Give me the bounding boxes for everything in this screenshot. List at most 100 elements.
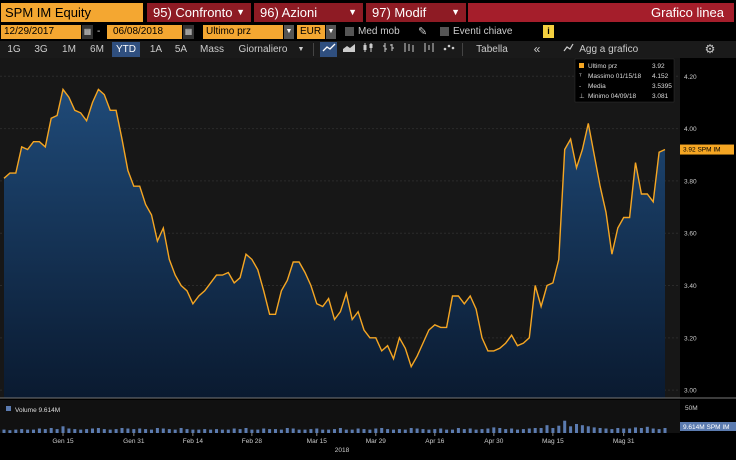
volume-bar bbox=[480, 429, 484, 433]
volume-bar bbox=[185, 429, 189, 433]
last-price-label: 3.92 SPM IM bbox=[683, 147, 721, 154]
volume-bar bbox=[545, 425, 549, 433]
volume-bar bbox=[150, 429, 153, 433]
volume-bar bbox=[303, 429, 307, 433]
chart-area: 4.20 4.00 3.80 3.60 3.40 3.20 3.00 Ultimo prz … bbox=[0, 58, 736, 455]
volume-bar bbox=[238, 429, 242, 433]
volume-bar bbox=[26, 429, 30, 433]
volume-bar bbox=[197, 429, 201, 433]
actions-label: 96) Azioni bbox=[260, 5, 318, 20]
volume-bar bbox=[610, 429, 614, 433]
legend-value-mean: 3.5395 bbox=[652, 83, 672, 90]
volume-bar bbox=[451, 429, 454, 433]
volume-bar bbox=[374, 428, 378, 433]
chevron-down-icon[interactable]: ▼ bbox=[284, 25, 294, 39]
volume-bar bbox=[138, 428, 142, 433]
moving-average-label: Med mob bbox=[358, 26, 400, 37]
price-line bbox=[3, 87, 666, 369]
volume-bar bbox=[91, 428, 94, 433]
calendar-icon[interactable]: ▦ bbox=[183, 25, 194, 39]
add-to-chart-label: Agg a grafico bbox=[579, 44, 639, 55]
gear-icon[interactable]: ⚙ bbox=[704, 42, 716, 56]
chevron-down-icon: ▼ bbox=[236, 7, 245, 17]
volume-bar bbox=[433, 429, 437, 433]
chevron-down-icon[interactable]: ▼ bbox=[297, 46, 305, 53]
currency-select[interactable]: EUR bbox=[297, 25, 325, 39]
x-tick-label: Gen 15 bbox=[52, 438, 74, 445]
volume-bar bbox=[279, 429, 283, 433]
compare-button[interactable]: 95) Confronto ▼ bbox=[147, 3, 251, 22]
end-date-input[interactable]: 06/08/2018 bbox=[107, 25, 182, 39]
volume-bar bbox=[498, 428, 502, 433]
volume-bar bbox=[85, 429, 89, 433]
volume-bar bbox=[49, 428, 53, 433]
volume-bar bbox=[220, 429, 224, 433]
range-max-tab[interactable]: Mass bbox=[200, 44, 224, 55]
volume-bar bbox=[155, 428, 159, 433]
field-select[interactable]: Ultimo prz bbox=[203, 25, 283, 39]
volume-bar bbox=[445, 429, 449, 433]
ticker-field[interactable]: SPM IM Equity bbox=[1, 3, 143, 22]
volume-bar bbox=[215, 429, 218, 433]
dots-chart-icon[interactable] bbox=[440, 42, 457, 57]
volume-bar bbox=[102, 429, 106, 433]
candle-chart-icon[interactable] bbox=[360, 42, 377, 57]
pencil-icon[interactable]: ✎ bbox=[418, 26, 428, 38]
volume-bar bbox=[327, 429, 331, 433]
volume-bar bbox=[421, 429, 425, 433]
controls-bar: 12/29/2017 ▦ - 06/08/2018 ▦ Ultimo prz ▼… bbox=[0, 23, 736, 41]
volume-bar bbox=[415, 428, 419, 433]
range-1g-tab[interactable]: 1G bbox=[7, 44, 21, 55]
x-tick-label: Mag 31 bbox=[613, 438, 635, 445]
volume-bar bbox=[144, 429, 148, 433]
volume-bar bbox=[2, 429, 6, 433]
area-chart-icon[interactable] bbox=[340, 42, 357, 57]
legend-label-low: Minimo 04/09/18 bbox=[588, 93, 636, 100]
volume-bar bbox=[203, 429, 207, 433]
volume-bar bbox=[8, 430, 12, 433]
info-icon[interactable]: i bbox=[543, 25, 554, 38]
range-6m-tab[interactable]: 6M bbox=[90, 44, 104, 55]
legend-box: Ultimo prz 3.92 ᵀ Massimo 01/15/18 4.152… bbox=[574, 58, 675, 103]
volume-bar bbox=[392, 429, 395, 433]
line-chart-icon[interactable] bbox=[320, 42, 337, 57]
volume-bar bbox=[521, 429, 525, 433]
edit-button[interactable]: 97) Modif ▼ bbox=[366, 3, 466, 22]
volume-bar bbox=[350, 429, 354, 433]
range-ytd-tab[interactable]: YTD bbox=[112, 42, 140, 57]
collapse-button[interactable]: « bbox=[533, 42, 541, 56]
add-to-chart-button[interactable]: Agg a grafico bbox=[563, 42, 688, 57]
range-1a-tab[interactable]: 1A bbox=[149, 44, 163, 55]
volume-bar bbox=[232, 428, 236, 433]
moving-average-checkbox[interactable] bbox=[345, 27, 354, 36]
volume-bar bbox=[368, 429, 372, 433]
table-button[interactable]: Tabella bbox=[476, 44, 508, 55]
volume-bar bbox=[268, 429, 272, 433]
volume-bar bbox=[61, 426, 65, 433]
volume-bar bbox=[79, 429, 83, 433]
key-events-checkbox[interactable] bbox=[440, 27, 449, 36]
lines-chart-icon[interactable] bbox=[420, 42, 437, 57]
volume-bar bbox=[427, 429, 431, 433]
range-3g-tab[interactable]: 3G bbox=[34, 44, 48, 55]
volume-bar bbox=[256, 429, 260, 433]
calendar-icon[interactable]: ▦ bbox=[82, 25, 93, 39]
volume-bar bbox=[344, 429, 348, 433]
volume-bar bbox=[539, 428, 543, 433]
volume-axis-label: 50M bbox=[685, 405, 698, 412]
volume-bar bbox=[409, 428, 413, 433]
date-separator: - bbox=[97, 26, 101, 37]
volume-bar bbox=[191, 429, 195, 433]
actions-button[interactable]: 96) Azioni ▼ bbox=[254, 3, 363, 22]
range-5a-tab[interactable]: 5A bbox=[174, 44, 188, 55]
range-1m-tab[interactable]: 1M bbox=[62, 44, 76, 55]
start-date-input[interactable]: 12/29/2017 bbox=[1, 25, 81, 39]
chevron-down-icon[interactable]: ▼ bbox=[326, 25, 336, 39]
volume-bar bbox=[468, 428, 472, 433]
legend-value-high: 4.152 bbox=[652, 73, 669, 80]
volume-bar bbox=[651, 428, 655, 433]
volume-bar bbox=[55, 429, 59, 433]
period-select[interactable]: Giornaliero bbox=[238, 44, 288, 55]
hl-chart-icon[interactable] bbox=[400, 42, 417, 57]
bar-chart-icon[interactable] bbox=[380, 42, 397, 57]
